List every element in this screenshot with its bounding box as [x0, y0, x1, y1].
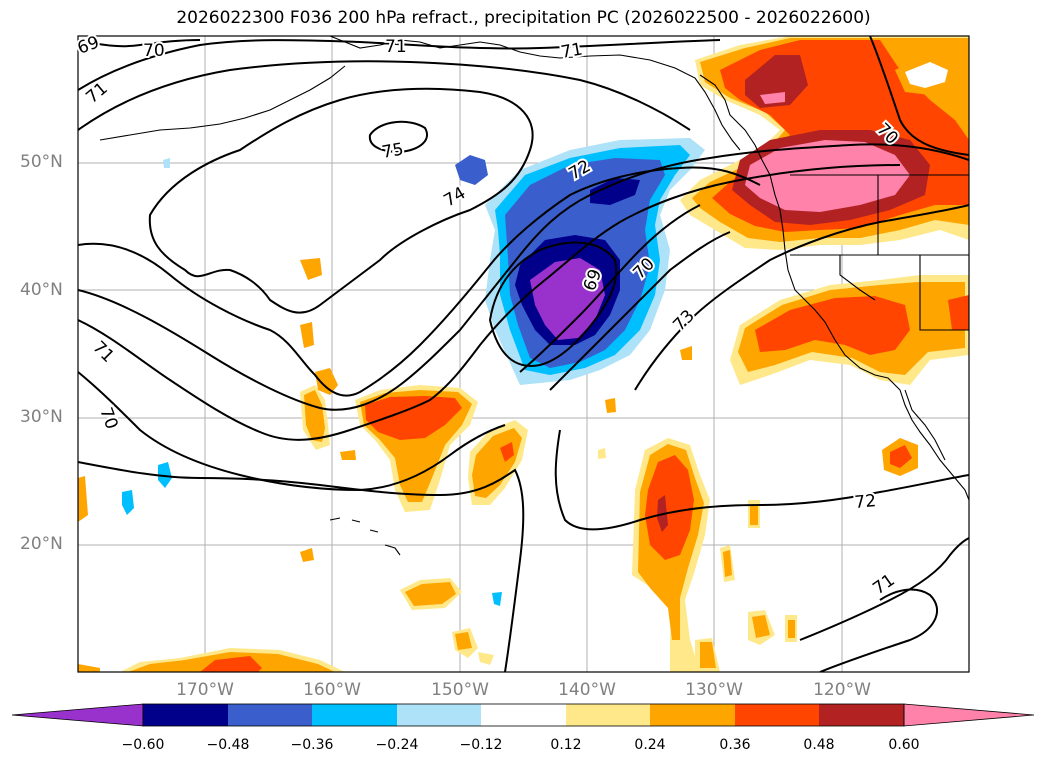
contour-75	[368, 120, 428, 154]
contour-label: 72	[854, 491, 877, 513]
lon-label-120w: 120°W	[813, 680, 871, 700]
colorbar-tick: −0.24	[375, 737, 419, 753]
contour-label: 70	[143, 41, 165, 61]
lat-label-50n: 50°N	[20, 152, 63, 172]
contour-69	[78, 461, 525, 672]
colorbar-segment	[735, 704, 819, 726]
lon-label-150w: 150°W	[431, 680, 489, 700]
shade-darkorchid	[530, 258, 605, 340]
lat-label-20n: 20°N	[20, 534, 63, 554]
contour-nw-3	[78, 60, 691, 131]
map-plot-area	[78, 36, 969, 672]
colorbar-tick: −0.60	[121, 737, 165, 753]
shade-navy-north	[590, 178, 640, 205]
colorbar-extend-low	[11, 703, 144, 727]
lon-label-140w: 140°W	[558, 680, 616, 700]
colorbar-segment	[143, 704, 228, 726]
contour-nw-1	[78, 39, 201, 48]
contour-73b	[634, 204, 969, 391]
contour-ne-70	[869, 36, 969, 156]
contour-71c	[799, 537, 969, 641]
contour-71	[78, 164, 901, 441]
contour-label: 71	[385, 37, 407, 57]
contour-72	[78, 143, 969, 411]
contour-inner-low	[488, 241, 618, 367]
alaska-coast	[329, 36, 741, 151]
colorbar-tick: −0.48	[206, 737, 250, 753]
negative-precip-region	[122, 138, 705, 606]
baja-coast	[904, 389, 946, 461]
north-america-coast	[699, 74, 969, 501]
contours	[78, 36, 969, 672]
colorbar-segment	[650, 704, 735, 726]
contour-71d	[819, 588, 939, 672]
lon-label-160w: 160°W	[303, 680, 361, 700]
map-frame	[77, 35, 970, 673]
colorbar-segment	[819, 704, 904, 726]
colorbar-segment	[228, 704, 312, 726]
shade-small-blue-1	[455, 155, 488, 185]
contour-70a	[78, 371, 506, 492]
lon-label-170w: 170°W	[176, 680, 234, 700]
lat-label-30n: 30°N	[20, 407, 63, 427]
contour-label: 75	[380, 139, 405, 162]
shade-small-blue-5	[163, 158, 170, 168]
contour-nw-2	[78, 39, 721, 91]
colorbar-tick: 0.36	[719, 737, 751, 753]
contour-74	[148, 87, 534, 314]
state-border-2	[839, 255, 876, 301]
positive-precip-regions	[78, 36, 969, 672]
shade-small-blue-4	[492, 592, 502, 606]
hawaii-islands	[329, 517, 401, 556]
colorbar-extend-high	[903, 703, 1035, 727]
lat-label-40n: 40°N	[20, 280, 63, 300]
shade-small-blue-3	[122, 490, 134, 515]
coastlines	[99, 36, 969, 556]
colorbar-segment	[481, 704, 566, 726]
colorbar-tick: 0.24	[634, 737, 666, 753]
colorbar-segment	[397, 704, 481, 726]
colorbar-tick: 0.60	[888, 737, 920, 753]
colorbar-tick: −0.36	[290, 737, 334, 753]
contour-label: 71	[559, 39, 584, 62]
colorbar-tick: −0.12	[459, 737, 503, 753]
contour-72b	[554, 429, 969, 531]
aleutians	[99, 65, 346, 141]
lon-label-130w: 130°W	[685, 680, 743, 700]
colorbar-tick: 0.12	[550, 737, 582, 753]
colorbar	[11, 703, 1035, 727]
state-border-4	[919, 255, 969, 331]
shade-small-blue-2	[158, 462, 172, 488]
contour-71b	[549, 231, 731, 391]
colorbar-tick: 0.48	[803, 737, 835, 753]
colorbar-segment	[566, 704, 650, 726]
contour-70b	[519, 204, 701, 373]
contour-73	[78, 166, 761, 397]
colorbar-segment	[312, 704, 397, 726]
map-title: 2026022300 F036 200 hPa refract., precip…	[176, 8, 871, 28]
